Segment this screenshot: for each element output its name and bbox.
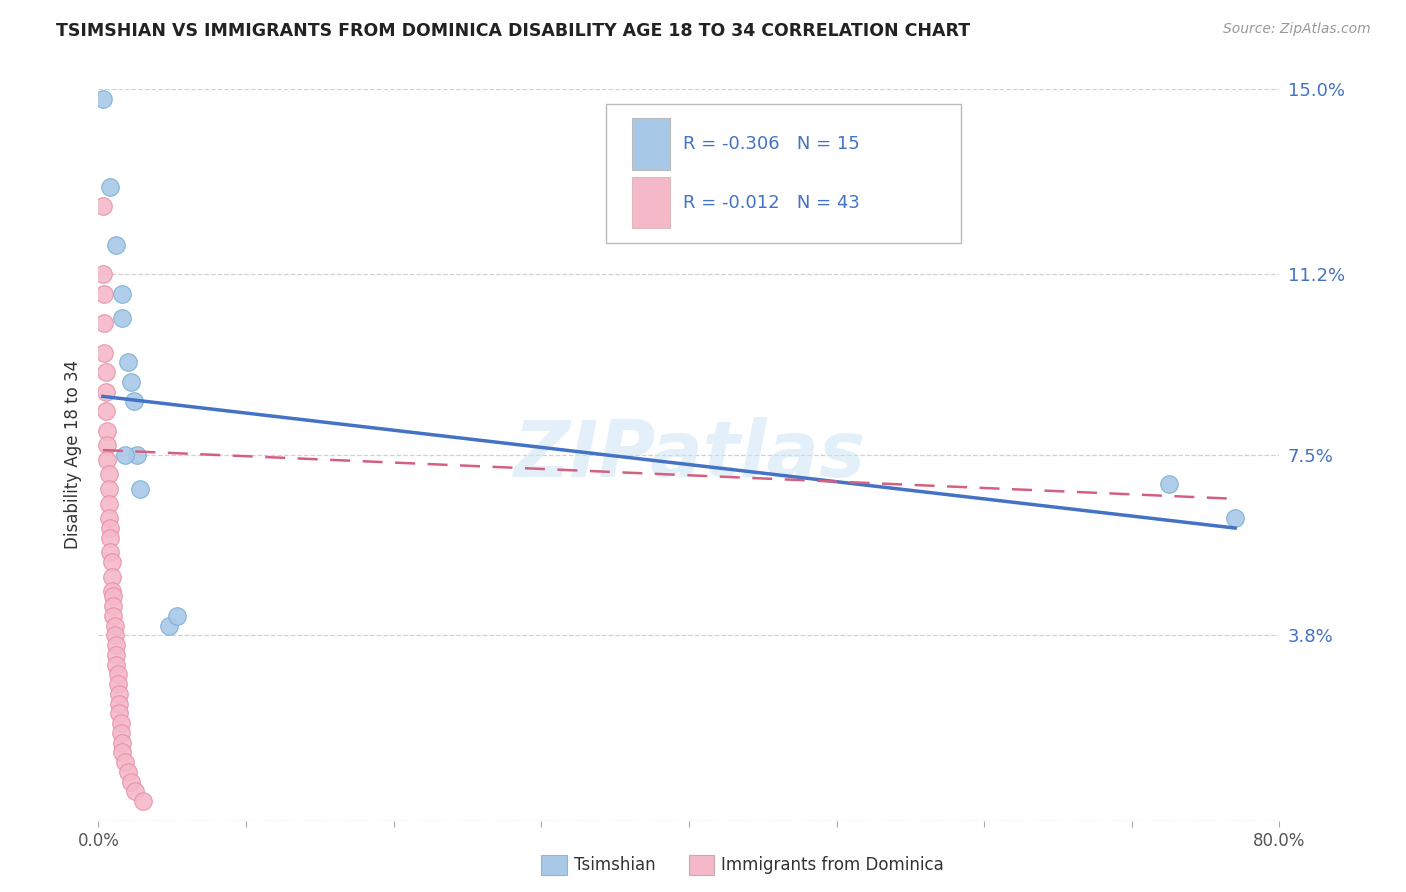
Point — [124, 784, 146, 798]
Point — [108, 697, 131, 711]
Point — [98, 179, 121, 194]
Point — [100, 570, 122, 584]
Point — [104, 618, 127, 632]
FancyBboxPatch shape — [633, 177, 671, 228]
Point — [105, 648, 128, 662]
Text: Tsimshian: Tsimshian — [574, 856, 655, 874]
Point — [110, 726, 132, 740]
Point — [94, 384, 117, 399]
Point — [111, 287, 134, 301]
Point — [166, 608, 188, 623]
Point — [114, 448, 136, 462]
Text: Immigrants from Dominica: Immigrants from Dominica — [721, 856, 943, 874]
Text: Source: ZipAtlas.com: Source: ZipAtlas.com — [1223, 22, 1371, 37]
Point — [100, 584, 122, 599]
Point — [157, 618, 180, 632]
Point — [98, 531, 121, 545]
Point — [105, 238, 128, 252]
Point — [110, 716, 132, 731]
Point — [96, 452, 118, 467]
Point — [91, 199, 114, 213]
Text: R = -0.306   N = 15: R = -0.306 N = 15 — [683, 135, 860, 153]
Point — [117, 764, 139, 779]
Point — [128, 482, 150, 496]
FancyBboxPatch shape — [606, 103, 960, 243]
Point — [100, 555, 122, 569]
Point — [96, 424, 118, 438]
Point — [97, 511, 120, 525]
Point — [1157, 477, 1180, 491]
Point — [93, 345, 115, 359]
Point — [94, 365, 117, 379]
Point — [103, 599, 125, 613]
Point — [94, 404, 117, 418]
Point — [98, 521, 121, 535]
Point — [97, 482, 120, 496]
Point — [93, 287, 115, 301]
Point — [91, 268, 114, 282]
Point — [104, 628, 127, 642]
Text: R = -0.012   N = 43: R = -0.012 N = 43 — [683, 194, 860, 211]
Point — [125, 448, 148, 462]
Text: TSIMSHIAN VS IMMIGRANTS FROM DOMINICA DISABILITY AGE 18 TO 34 CORRELATION CHART: TSIMSHIAN VS IMMIGRANTS FROM DOMINICA DI… — [56, 22, 970, 40]
Point — [108, 706, 131, 721]
Point — [120, 774, 142, 789]
Point — [111, 311, 134, 326]
Point — [117, 355, 139, 369]
Point — [97, 467, 120, 482]
Point — [122, 394, 145, 409]
Point — [108, 687, 131, 701]
Point — [107, 667, 129, 681]
Point — [105, 657, 128, 672]
Point — [98, 545, 121, 559]
Point — [114, 755, 136, 769]
Point — [111, 745, 134, 759]
Point — [107, 677, 129, 691]
Point — [97, 497, 120, 511]
Point — [111, 736, 134, 750]
Text: ZIPatlas: ZIPatlas — [513, 417, 865, 493]
Point — [96, 438, 118, 452]
Point — [105, 638, 128, 652]
Y-axis label: Disability Age 18 to 34: Disability Age 18 to 34 — [65, 360, 83, 549]
Point — [132, 794, 155, 808]
Point — [103, 590, 125, 604]
Point — [120, 375, 142, 389]
Point — [103, 608, 125, 623]
FancyBboxPatch shape — [633, 119, 671, 169]
Point — [1223, 511, 1246, 525]
Point — [91, 92, 114, 106]
Point — [93, 316, 115, 330]
